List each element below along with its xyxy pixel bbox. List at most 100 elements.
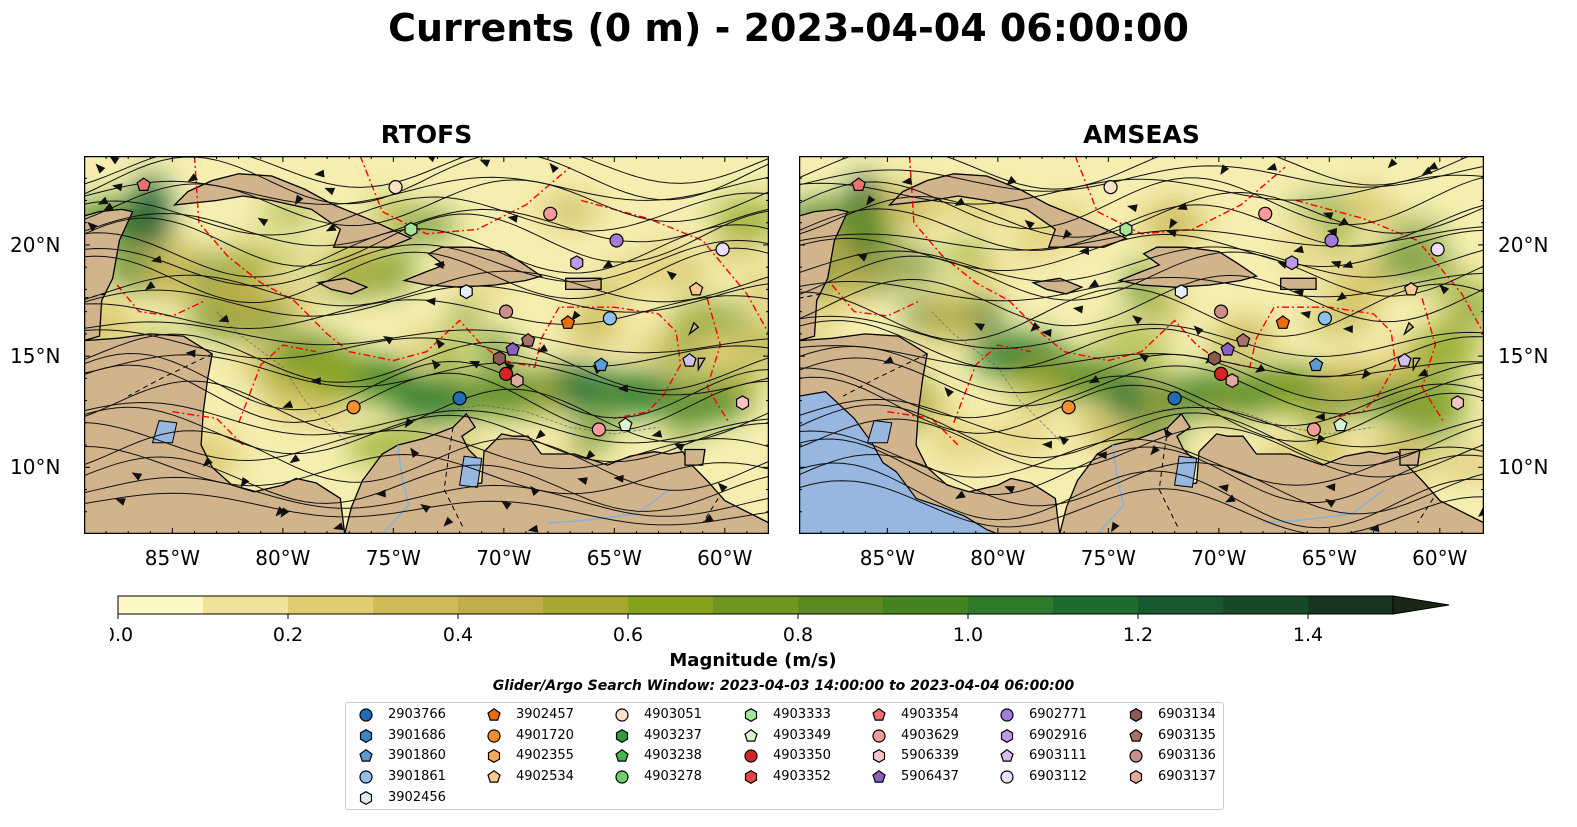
float-marker-6903136 bbox=[1213, 304, 1229, 319]
amseas-map bbox=[799, 156, 1484, 534]
float-marker-6903137 bbox=[1225, 373, 1239, 389]
legend-item-label: 3901686 bbox=[388, 727, 446, 743]
pentagon-marker-icon bbox=[359, 749, 373, 763]
x-tick-label: 70°W bbox=[476, 546, 532, 570]
float-markers bbox=[136, 177, 750, 437]
float-marker-4901720 bbox=[1061, 400, 1076, 415]
x-tick-label: 85°W bbox=[859, 546, 915, 570]
y-tick-label-left: 20°N bbox=[10, 232, 61, 257]
legend-item-label: 5906437 bbox=[901, 769, 959, 785]
pentagon-marker-icon bbox=[615, 749, 629, 763]
float-marker-6903135 bbox=[1235, 332, 1251, 347]
legend-item-label: 6903135 bbox=[1158, 727, 1216, 743]
y-tick-label-right: 20°N bbox=[1498, 232, 1549, 257]
float-marker-5906437 bbox=[1220, 341, 1235, 356]
float-marker-4901720 bbox=[346, 400, 361, 415]
float-marker-3901860 bbox=[1308, 357, 1324, 372]
float-marker-4903349 bbox=[618, 417, 633, 432]
legend-item-label: 4903333 bbox=[773, 707, 831, 722]
colorbar-tick-label: 1.2 bbox=[1123, 624, 1153, 646]
legend-item-label: 3902456 bbox=[388, 789, 446, 805]
y-tick-label-right: 10°N bbox=[1498, 455, 1549, 480]
y-tick-label-left: 15°N bbox=[10, 344, 61, 369]
x-tick-label: 60°W bbox=[697, 546, 753, 570]
y-tick-label-right: 15°N bbox=[1498, 344, 1549, 369]
pentagon-marker-icon bbox=[487, 707, 501, 721]
legend-item-label: 3901860 bbox=[388, 748, 446, 764]
map-frame bbox=[84, 156, 769, 534]
float-marker-4903629 bbox=[1306, 422, 1321, 437]
float-marker-4903349 bbox=[1333, 417, 1348, 432]
x-tick-label: 75°W bbox=[1080, 546, 1136, 570]
float-marker-4903354 bbox=[851, 177, 866, 192]
hexagon-marker-icon bbox=[1000, 728, 1014, 743]
float-marker-4902534 bbox=[1403, 281, 1419, 296]
float-marker-4903051 bbox=[1103, 180, 1118, 195]
float-marker-5906339 bbox=[1450, 395, 1465, 411]
legend-item-label: 6902916 bbox=[1029, 727, 1087, 743]
circle-marker-icon bbox=[359, 770, 373, 784]
hexagon-marker-icon bbox=[1129, 708, 1143, 722]
float-marker-3901861 bbox=[1317, 311, 1333, 326]
legend-item-label: 4903350 bbox=[773, 748, 831, 764]
colorbar-segment bbox=[1138, 596, 1224, 614]
colorbar-tick-label: 0.6 bbox=[613, 624, 643, 646]
colorbar-extend-arrow bbox=[1392, 595, 1450, 615]
float-marker-4903350 bbox=[1213, 366, 1229, 382]
legend-item-label: 6903137 bbox=[1158, 769, 1216, 785]
hexagon-marker-icon bbox=[744, 708, 758, 722]
legend-item-label: 5906339 bbox=[901, 748, 959, 764]
colorbar-segment bbox=[458, 596, 544, 614]
float-marker-4903629 bbox=[1258, 206, 1273, 221]
x-tick-label: 65°W bbox=[1301, 546, 1357, 570]
legend-item-label: 6902771 bbox=[1029, 707, 1087, 722]
map-frame bbox=[799, 156, 1484, 534]
legend-item-label: 6903136 bbox=[1158, 748, 1216, 764]
float-marker-6902916 bbox=[1285, 255, 1299, 271]
colorbar-tick-label: 1.4 bbox=[1293, 624, 1323, 646]
float-marker-2903766 bbox=[452, 391, 467, 406]
x-tick-label: 80°W bbox=[970, 546, 1026, 570]
x-tick-label: 80°W bbox=[255, 546, 311, 570]
hexagon-marker-icon bbox=[615, 728, 629, 743]
colorbar-segment bbox=[1308, 596, 1394, 614]
streamlines bbox=[799, 156, 1484, 534]
pentagon-marker-icon bbox=[487, 770, 501, 783]
legend-item-label: 3902457 bbox=[516, 707, 574, 722]
pentagon-marker-icon bbox=[744, 728, 758, 742]
pentagon-marker-icon bbox=[872, 770, 886, 783]
hexagon-marker-icon bbox=[872, 749, 886, 764]
circle-marker-icon bbox=[1000, 708, 1014, 722]
circle-marker-icon bbox=[359, 708, 373, 722]
colorbar-segment bbox=[118, 596, 204, 614]
float-marker-3901860 bbox=[593, 357, 609, 372]
legend-item-label: 4902534 bbox=[516, 769, 574, 785]
colorbar-tick-label: 0.0 bbox=[110, 624, 133, 646]
legend-title: Glider/Argo Search Window: 2023-04-03 14… bbox=[492, 678, 1075, 694]
float-markers bbox=[851, 177, 1465, 437]
colorbar-label: Magnitude (m/s) bbox=[669, 650, 837, 671]
float-marker-3902456 bbox=[459, 284, 473, 300]
legend-item-label: 4902355 bbox=[516, 748, 574, 764]
hexagon-marker-icon bbox=[359, 790, 373, 805]
colorbar-segment bbox=[373, 596, 459, 614]
legend-item-label: 4903354 bbox=[901, 707, 959, 722]
float-marker-4903051 bbox=[388, 180, 403, 195]
float-marker-6902771 bbox=[1324, 233, 1339, 248]
x-tick-label: 60°W bbox=[1412, 546, 1468, 570]
float-marker-2903766 bbox=[1167, 391, 1182, 406]
float-marker-6903137 bbox=[510, 373, 524, 389]
legend-item-label: 4903629 bbox=[901, 727, 959, 743]
float-marker-6902771 bbox=[609, 233, 624, 248]
float-marker-6903134 bbox=[1207, 350, 1221, 366]
legend-item-label: 6903111 bbox=[1029, 748, 1087, 764]
legend-item-label: 4903278 bbox=[644, 769, 702, 785]
legend-item-label: 4901720 bbox=[516, 727, 574, 743]
float-marker-3902457 bbox=[560, 315, 576, 329]
x-tick-label: 70°W bbox=[1191, 546, 1247, 570]
figure-title: Currents (0 m) - 2023-04-04 06:00:00 bbox=[388, 6, 1189, 50]
float-marker-4903333 bbox=[1119, 221, 1133, 237]
float-legend: 2903766 3901686 3901860 3901861 3902456 39024… bbox=[345, 702, 1224, 810]
hexagon-marker-icon bbox=[1129, 770, 1143, 785]
colorbar-tick-label: 0.8 bbox=[783, 624, 813, 646]
